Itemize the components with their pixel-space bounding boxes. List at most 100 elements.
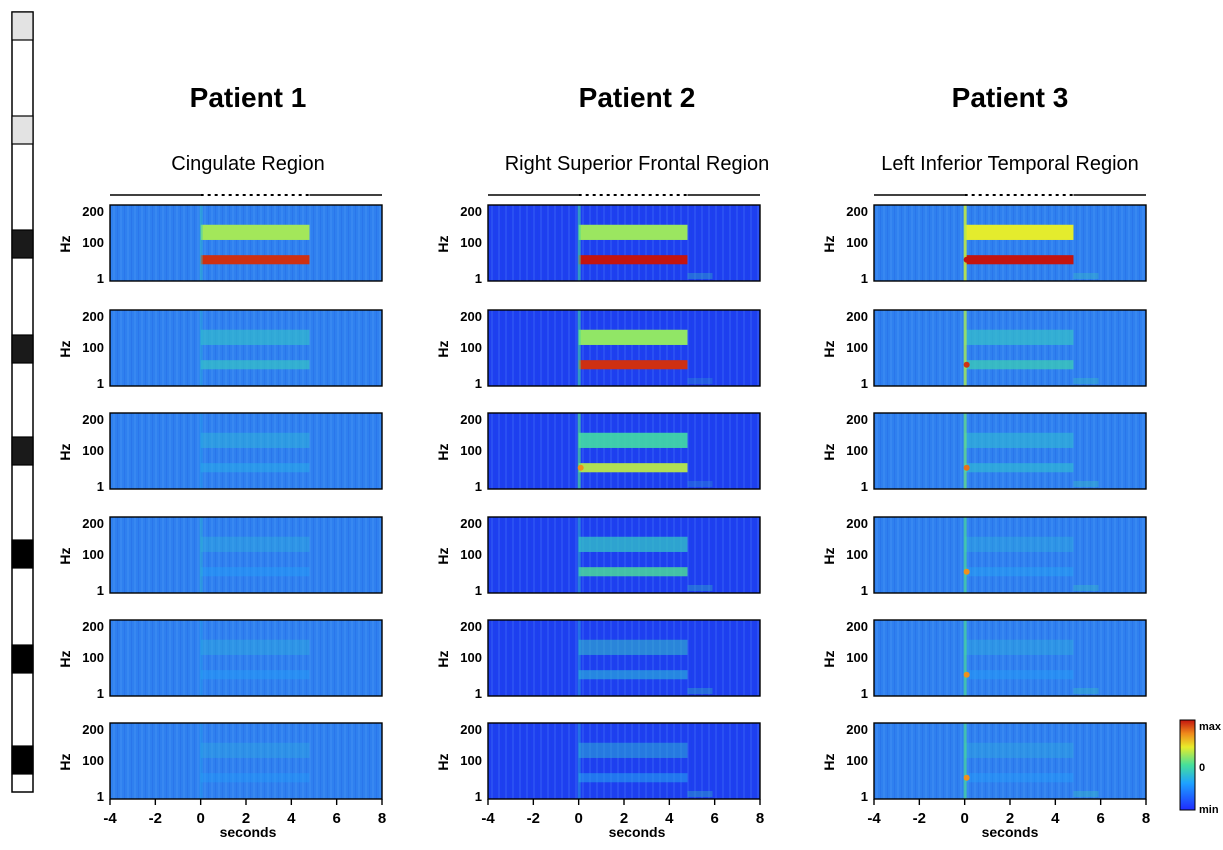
high-frequency-band (578, 742, 688, 758)
x-tick-label: 2 (1006, 810, 1014, 827)
panel-frame (109, 516, 383, 594)
patient-title: Patient 3 (952, 82, 1069, 113)
y-tick-label: 100 (460, 443, 482, 458)
spectrogram-texture (110, 723, 382, 799)
patient-title: Patient 1 (190, 82, 307, 113)
y-tick-label: 200 (82, 309, 104, 324)
y-tick-label: 1 (475, 376, 482, 391)
y-tick-label: 200 (82, 412, 104, 427)
x-axis-label: seconds (220, 824, 277, 840)
y-tick-label: 200 (846, 619, 868, 634)
high-frequency-band (200, 536, 310, 552)
spectrogram-texture (110, 205, 382, 281)
onset-hotspot (963, 774, 970, 781)
spectrogram-texture (874, 517, 1146, 593)
y-axis-label: Hz (57, 443, 73, 460)
y-axis-label: Hz (435, 443, 451, 460)
y-tick-label: 100 (82, 235, 104, 250)
y-axis-label: Hz (435, 340, 451, 357)
colorbar-max-label: max (1199, 721, 1222, 733)
low-frequency-band (200, 463, 310, 473)
onset-hotspot (963, 361, 970, 368)
x-tick-label: 4 (1051, 810, 1060, 827)
electrode-contact (11, 334, 34, 364)
offset-tail (687, 378, 713, 384)
panel-frame (109, 309, 383, 387)
onset-artifact (199, 723, 203, 799)
onset-artifact (199, 517, 203, 593)
high-frequency-band (578, 329, 688, 345)
onset-artifact (199, 620, 203, 696)
spectrogram-texture (874, 723, 1146, 799)
panel-frame (873, 204, 1147, 282)
y-tick-label: 1 (97, 479, 104, 494)
x-tick-label: 2 (620, 810, 628, 827)
y-tick-label: 200 (460, 412, 482, 427)
offset-tail (687, 481, 713, 487)
y-tick-label: 200 (82, 516, 104, 531)
high-frequency-band (578, 639, 688, 655)
onset-artifact (199, 205, 203, 281)
spectrogram-texture (110, 413, 382, 489)
x-tick-label: 0 (574, 810, 582, 827)
low-frequency-band (964, 255, 1074, 265)
patient-column: Patient 1 Cingulate Region 200 100 1 Hz 200 100… (57, 82, 386, 840)
spectrogram-texture (488, 620, 760, 696)
spectrogram-texture (110, 517, 382, 593)
low-frequency-band (200, 255, 310, 265)
spectrogram-panel: 200 100 1 Hz (821, 619, 1147, 701)
onset-artifact (577, 517, 581, 593)
y-tick-label: 200 (82, 722, 104, 737)
y-tick-label: 200 (846, 516, 868, 531)
patient-column: Patient 3 Left Inferior Temporal Region 20… (821, 82, 1150, 840)
x-tick-label: -4 (867, 810, 881, 827)
spectrogram-panel: 200 100 1 Hz (57, 619, 383, 701)
offset-tail (687, 688, 713, 694)
y-axis-label: Hz (57, 235, 73, 252)
x-tick-label: 4 (665, 810, 674, 827)
y-tick-label: 100 (460, 650, 482, 665)
spectrogram-panel: 200 100 1 Hz (435, 309, 761, 391)
low-frequency-band (964, 360, 1074, 370)
spectrogram-texture (488, 413, 760, 489)
x-tick-label: 2 (242, 810, 250, 827)
high-frequency-band (578, 536, 688, 552)
y-tick-label: 1 (97, 583, 104, 598)
y-axis-label: Hz (435, 547, 451, 564)
low-frequency-band (578, 670, 688, 680)
patient-title: Patient 2 (579, 82, 696, 113)
region-title: Right Superior Frontal Region (505, 153, 770, 175)
x-tick-label: 4 (287, 810, 296, 827)
onset-artifact (963, 310, 967, 386)
panel-frame (487, 412, 761, 490)
high-frequency-band (200, 742, 310, 758)
panel-frame (109, 412, 383, 490)
low-frequency-band (200, 670, 310, 680)
x-tick-label: -4 (103, 810, 117, 827)
offset-tail (1073, 481, 1099, 487)
y-tick-label: 100 (82, 340, 104, 355)
y-tick-label: 1 (861, 479, 868, 494)
spectrogram-panel: 200 100 1 Hz (821, 722, 1147, 804)
offset-tail (1073, 378, 1099, 384)
panel-frame (873, 619, 1147, 697)
y-tick-label: 200 (460, 516, 482, 531)
high-frequency-band (578, 224, 688, 240)
high-frequency-band (200, 639, 310, 655)
y-tick-label: 200 (82, 619, 104, 634)
y-tick-label: 100 (846, 340, 868, 355)
onset-artifact (199, 310, 203, 386)
y-tick-label: 100 (460, 235, 482, 250)
colorbar-gradient (1179, 719, 1196, 811)
region-title: Left Inferior Temporal Region (881, 153, 1139, 175)
y-axis-label: Hz (57, 650, 73, 667)
y-tick-label: 1 (861, 789, 868, 804)
x-axis-label: seconds (982, 824, 1039, 840)
y-tick-label: 200 (460, 722, 482, 737)
panel-frame (873, 309, 1147, 387)
y-tick-label: 1 (861, 583, 868, 598)
spectrogram-texture (110, 310, 382, 386)
onset-hotspot (963, 464, 970, 471)
high-frequency-band (200, 224, 310, 240)
